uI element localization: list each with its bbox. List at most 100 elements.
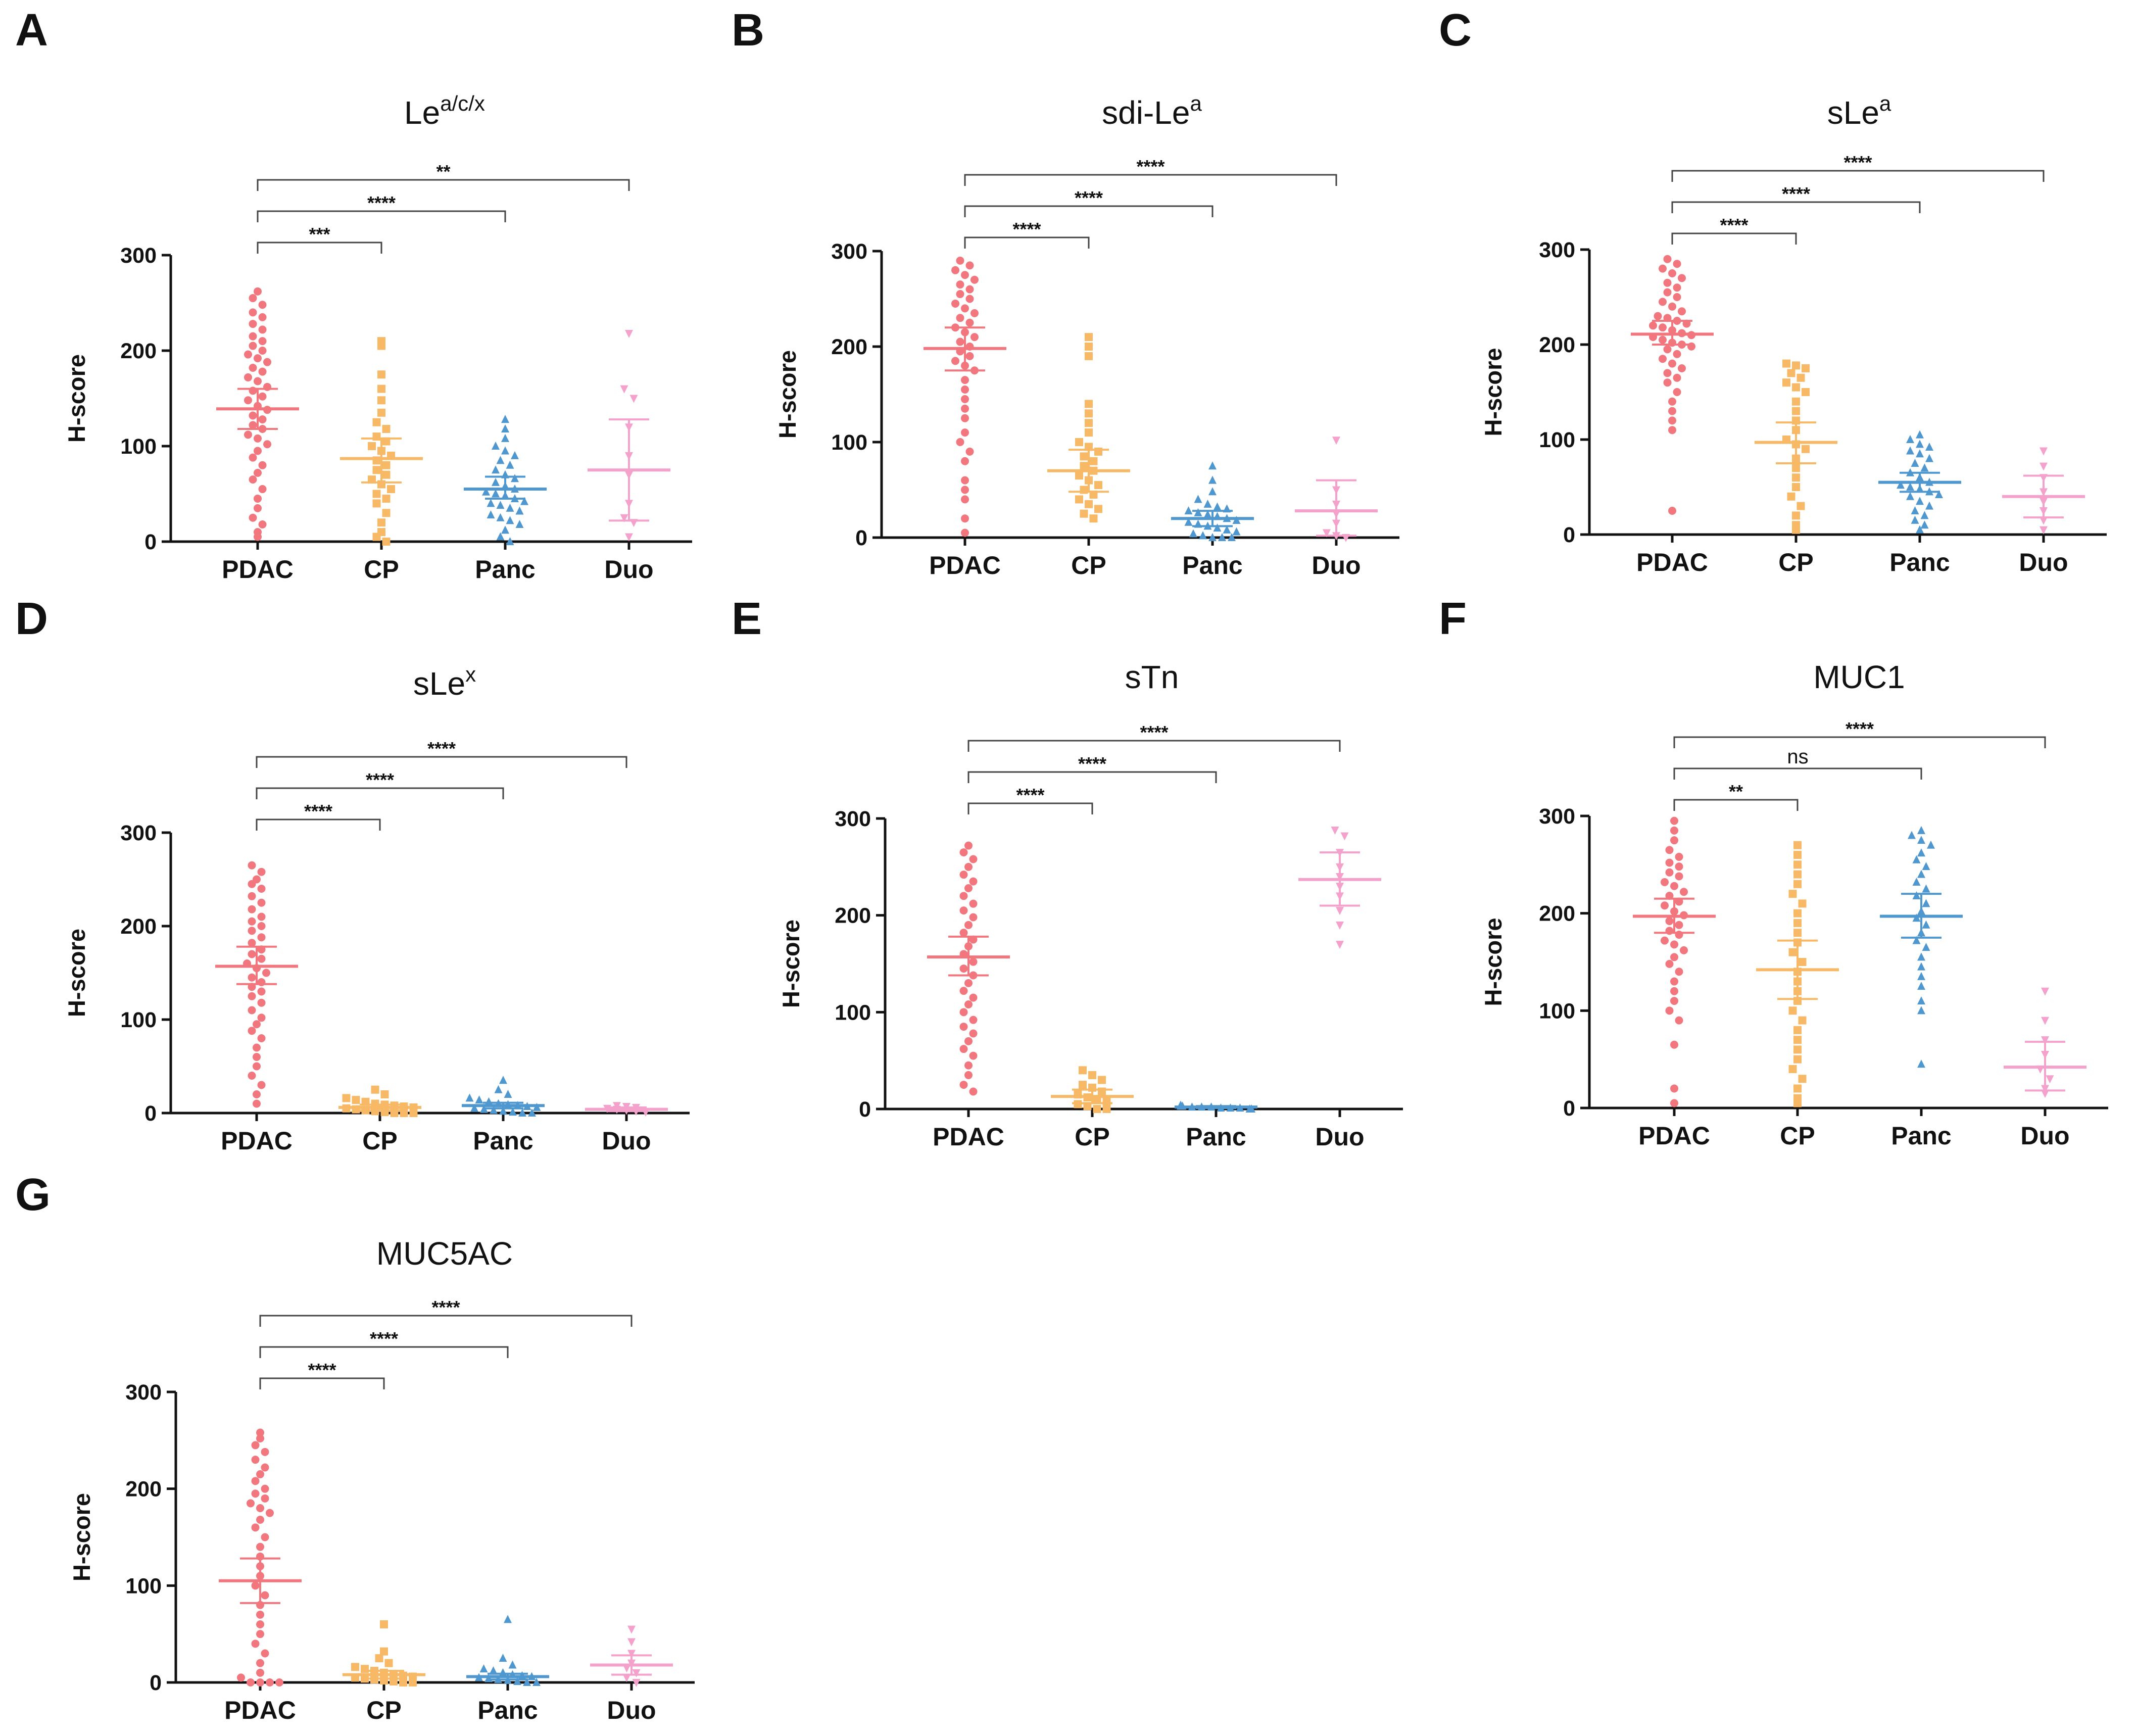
data-point-pdac [254, 468, 262, 477]
data-point-cp [1787, 492, 1795, 501]
data-point-cp [372, 490, 381, 498]
data-point-pdac [244, 373, 252, 381]
data-point-cp [377, 528, 385, 537]
chart-title-base: sLe [1827, 94, 1879, 131]
y-tick-label: 300 [120, 821, 157, 845]
data-point-duo [1340, 832, 1349, 841]
bracket-line [964, 236, 1090, 249]
data-point-cp [1085, 500, 1093, 508]
significance-bracket: **** [1671, 215, 1797, 245]
data-point-duo [2040, 526, 2048, 535]
data-point-duo [627, 1625, 636, 1634]
data-point-pdac [249, 475, 257, 484]
data-point-duo [1336, 907, 1344, 915]
data-point-pdac [257, 922, 266, 930]
data-point-cp [380, 1620, 388, 1628]
significance-bracket: **** [256, 738, 627, 768]
bracket-line [257, 242, 382, 254]
y-tick-label: 200 [1539, 333, 1575, 357]
data-point-panc [499, 1668, 507, 1676]
data-point-cp [1787, 369, 1795, 377]
data-point-panc [532, 1678, 541, 1686]
x-category-label: CP [366, 1696, 401, 1724]
chart-title-superscript: x [465, 662, 476, 686]
chart-title-superscript: a/c/x [440, 91, 485, 115]
data-point-duo [622, 1674, 631, 1682]
data-point-pdac [970, 333, 979, 342]
data-point-panc [1922, 920, 1930, 929]
y-tick-label: 100 [1539, 428, 1575, 452]
data-point-panc [1912, 878, 1921, 886]
data-point-pdac [261, 1533, 269, 1541]
data-point-cp [1802, 364, 1810, 372]
chart-title: MUC5AC [376, 1235, 513, 1272]
significance-bracket: **** [1673, 718, 2046, 748]
data-point-panc [1916, 497, 1924, 505]
y-tick-label: 0 [1563, 523, 1575, 547]
series-panc [1880, 826, 1963, 1068]
data-point-pdac [1678, 307, 1686, 316]
data-point-panc [1920, 511, 1929, 519]
data-point-pdac [961, 385, 969, 394]
data-point-pdac [969, 1087, 978, 1096]
data-point-pdac [969, 1051, 978, 1060]
data-point-cp [1792, 511, 1800, 520]
data-point-panc [1922, 884, 1930, 893]
data-point-pdac [248, 861, 256, 870]
data-point-pdac [253, 1043, 261, 1052]
data-point-pdac [256, 1504, 264, 1512]
data-point-panc [1906, 446, 1914, 455]
data-point-pdac [1659, 335, 1667, 344]
series-duo [2002, 447, 2085, 535]
data-point-panc [1917, 1006, 1925, 1015]
data-point-pdac [256, 1542, 264, 1551]
series-cp [340, 337, 423, 546]
data-point-pdac [1663, 255, 1672, 263]
panel-label: F [1439, 594, 1467, 644]
data-point-pdac [1661, 901, 1669, 910]
bracket-line [259, 1346, 509, 1358]
data-point-cp [384, 1659, 393, 1667]
data-point-cp [1085, 333, 1093, 342]
bracket-line [967, 771, 1217, 783]
x-category-label: Panc [1889, 548, 1950, 576]
data-point-pdac [257, 954, 266, 963]
data-point-pdac [256, 1470, 264, 1478]
data-point-pdac [969, 993, 978, 1002]
data-point-pdac [249, 421, 257, 429]
data-point-panc [1194, 508, 1202, 516]
data-point-panc [492, 442, 500, 450]
data-point-cp [1798, 1016, 1807, 1025]
data-point-pdac [1668, 269, 1676, 277]
chart-title: sLea [1827, 91, 1891, 131]
data-point-pdac [256, 1610, 264, 1619]
data-point-panc [501, 433, 509, 442]
y-tick-label: 300 [1539, 238, 1575, 262]
data-point-panc [1916, 440, 1924, 448]
series-cp [1051, 1066, 1134, 1113]
data-point-pdac [258, 520, 267, 528]
data-point-pdac [951, 357, 959, 365]
data-point-panc [1917, 982, 1925, 990]
data-point-panc [496, 456, 505, 464]
data-point-pdac [249, 294, 257, 303]
data-point-panc [1917, 1059, 1925, 1068]
data-point-panc [1912, 936, 1921, 944]
data-point-panc [1189, 529, 1197, 538]
data-point-pdac [256, 1434, 264, 1442]
data-point-pdac [253, 1099, 261, 1108]
data-point-cp [1793, 1036, 1802, 1044]
data-point-pdac [965, 447, 974, 456]
data-point-panc [520, 497, 528, 505]
data-point-pdac [1661, 878, 1669, 887]
bracket-line [1673, 767, 1922, 780]
data-point-pdac [1675, 872, 1683, 881]
significance-label: **** [1016, 785, 1044, 805]
data-point-panc [528, 1108, 536, 1117]
significance-label: **** [308, 1360, 336, 1380]
data-point-panc [508, 1660, 517, 1669]
data-point-cp [1782, 359, 1790, 368]
data-point-pdac [964, 1037, 973, 1045]
data-point-pdac [1673, 260, 1681, 268]
